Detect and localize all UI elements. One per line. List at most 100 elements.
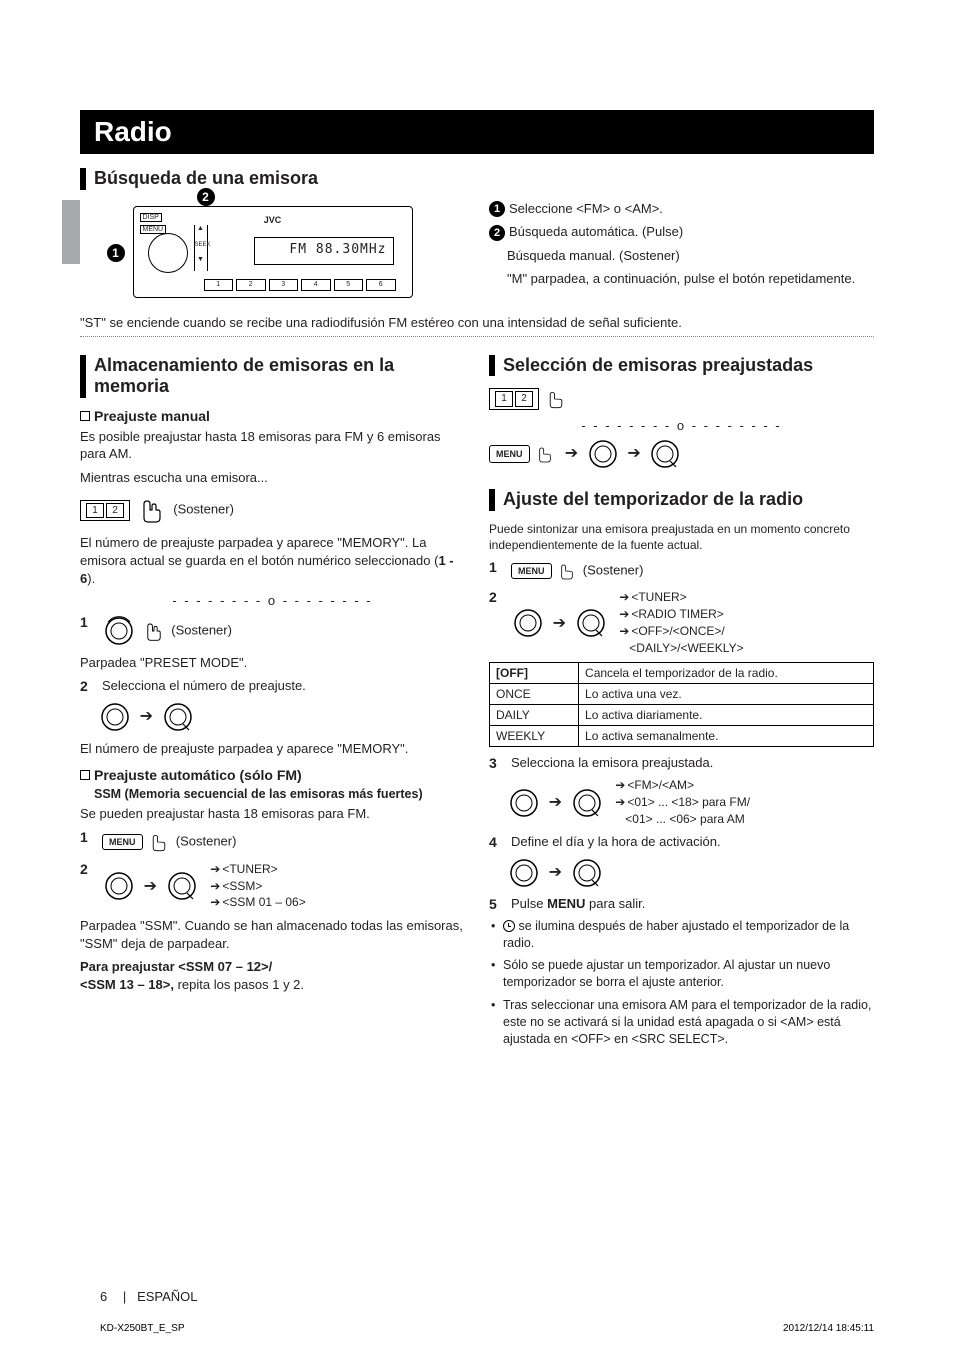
- step5-text: Pulse MENU para salir.: [511, 896, 874, 911]
- hand-icon: [543, 386, 569, 412]
- step-number: 1: [489, 559, 503, 575]
- step-number: 4: [489, 834, 503, 850]
- memory-text: El número de preajuste parpadea y aparec…: [80, 534, 465, 587]
- arrow-right-icon: ➔: [565, 443, 578, 465]
- knob-press-icon: [161, 700, 195, 734]
- page-footer: 6 | ESPAÑOL: [100, 1289, 198, 1304]
- menu-path: ➔<TUNER> ➔<SSM> ➔<SSM 01 – 06>: [210, 861, 305, 911]
- ssm-para-bold2: <SSM 13 – 18>,: [80, 977, 174, 992]
- preset-btn: 1: [86, 503, 104, 519]
- radio-preset-row: 1 2 3 4 5 6: [204, 279, 396, 291]
- preset-btn: 6: [366, 279, 396, 291]
- menu-path-item: <TUNER>: [222, 862, 277, 876]
- list-item: Tras seleccionar una emisora AM para el …: [489, 997, 874, 1048]
- table-row: DAILYLo activa diariamente.: [490, 705, 874, 726]
- doc-footer: KD-X250BT_E_SP 2012/12/14 18:45:11: [100, 1323, 874, 1334]
- knob-press-icon: [165, 869, 199, 903]
- knob-turn-icon: [102, 869, 136, 903]
- page-title: Radio: [80, 110, 874, 154]
- list-item: se ilumina después de haber ajustado el …: [489, 918, 874, 952]
- ssm-para-bold1: Para preajustar <SSM 07 – 12>/: [80, 959, 272, 974]
- ssm-para-rest: repita los pasos 1 y 2.: [174, 977, 304, 992]
- doc-date: 2012/12/14 18:45:11: [783, 1323, 874, 1334]
- step5-part: para salir.: [585, 896, 645, 911]
- ssm-desc: Se pueden preajustar hasta 18 emisoras p…: [80, 805, 465, 823]
- menu-path-item: <FM>/<AM>: [627, 778, 694, 792]
- memory-text2: El número de preajuste parpadea y aparec…: [80, 740, 465, 758]
- preset-select-row: 12: [489, 386, 874, 412]
- radio-knob: [148, 233, 188, 273]
- doc-id: KD-X250BT_E_SP: [100, 1323, 185, 1334]
- menu-button-icon: MENU: [511, 563, 552, 579]
- arrow-right-icon: ➔: [627, 443, 640, 465]
- ssm-result: Parpadea "SSM". Cuando se han almacenado…: [80, 917, 465, 952]
- step-line: 1Seleccione <FM> o <AM>.: [489, 200, 874, 218]
- step-content: MENU (Sostener): [102, 829, 465, 855]
- section-heading-busqueda: Búsqueda de una emisora: [80, 168, 874, 190]
- sostener-label: (Sostener): [173, 502, 234, 517]
- preset-btn: 1: [495, 391, 513, 407]
- step-number: 2: [80, 861, 94, 877]
- side-tab: [62, 200, 80, 264]
- preset-btn: 2: [236, 279, 266, 291]
- preset-12-btns: 12: [80, 500, 130, 522]
- list-item: Sólo se puede ajustar un temporizador. A…: [489, 957, 874, 991]
- clock-icon: [503, 920, 515, 932]
- knob-turn-icon: [507, 786, 541, 820]
- mientras-text: Mientras escucha una emisora...: [80, 469, 465, 487]
- sostener-label: (Sostener): [176, 833, 237, 848]
- ssm-subtitle: SSM (Memoria secuencial de las emisoras …: [94, 787, 465, 801]
- menu-button-icon: MENU: [489, 445, 530, 463]
- notes-list: se ilumina después de haber ajustado el …: [489, 918, 874, 1048]
- ajuste-desc: Puede sintonizar una emisora preajustada…: [489, 521, 874, 553]
- or-divider: - - - - - - - - o - - - - - - - -: [489, 418, 874, 433]
- radio-display: FM 88.30MHz: [254, 237, 394, 265]
- knob-press-icon: [574, 606, 608, 640]
- preset-btn: 3: [269, 279, 299, 291]
- knob-seq-step3: ➔ ➔<FM>/<AM> ➔<01> ... <18> para FM/ <01…: [507, 777, 874, 827]
- table-cell: WEEKLY: [490, 726, 579, 747]
- table-cell: Lo activa una vez.: [579, 684, 874, 705]
- preajuste-manual-desc: Es posible preajustar hasta 18 emisoras …: [80, 428, 465, 463]
- radio-diagram: 2 1 DISP MENU JVC FM 88.30MHz 1 2 3 4: [80, 206, 465, 303]
- step-content: ➔ ➔<TUNER> ➔<RADIO TIMER> ➔<OFF>/<ONCE>/…: [511, 589, 874, 656]
- step-number: 1: [80, 829, 94, 845]
- callout-1-inline: 1: [489, 201, 505, 217]
- or-divider: - - - - - - - - o - - - - - - - -: [80, 593, 465, 608]
- section-heading-almacenamiento: Almacenamiento de emisoras en la memoria: [80, 355, 465, 398]
- knob-turn-icon: [511, 606, 545, 640]
- ssm-para: Para preajustar <SSM 07 – 12>/ <SSM 13 –…: [80, 958, 465, 993]
- preset-btn: 2: [106, 503, 124, 519]
- arrow-right-icon: ➔: [144, 876, 157, 896]
- menu-path: ➔<TUNER> ➔<RADIO TIMER> ➔<OFF>/<ONCE>/ <…: [619, 589, 743, 656]
- preset-btn: 1: [204, 279, 234, 291]
- preset-btn: 5: [334, 279, 364, 291]
- menu-path-item: <01> ... <18> para FM/: [627, 795, 750, 809]
- knob-turn-icon: [102, 614, 136, 648]
- knob-seq-step4: ➔: [507, 856, 874, 890]
- menu-path-item: <RADIO TIMER>: [631, 607, 723, 621]
- knob-turn-icon: [98, 700, 132, 734]
- hand-icon: [146, 829, 172, 855]
- menu-knob-sequence: MENU ➔ ➔: [489, 437, 874, 471]
- step-number: 1: [80, 614, 94, 630]
- sostener-label: (Sostener): [583, 563, 644, 578]
- step-number: 5: [489, 896, 503, 912]
- knob-press-icon: [570, 856, 604, 890]
- step-number: 2: [80, 678, 94, 694]
- timer-table: [OFF]Cancela el temporizador de la radio…: [489, 662, 874, 747]
- divider: [80, 336, 874, 337]
- seek-bar: ▲ SEEK ▼: [194, 225, 208, 271]
- table-row: ONCELo activa una vez.: [490, 684, 874, 705]
- sostener-label: (Sostener): [171, 623, 232, 638]
- parpadea-preset: Parpadea "PRESET MODE".: [80, 654, 465, 672]
- step2a-text: Búsqueda automática. (Pulse): [509, 224, 683, 239]
- menu-path-item: <SSM 01 – 06>: [222, 895, 305, 909]
- step-number: 2: [489, 589, 503, 605]
- menu-path-item: <SSM>: [222, 879, 262, 893]
- section-heading-ajuste: Ajuste del temporizador de la radio: [489, 489, 874, 511]
- bullet-text: se ilumina después de haber ajustado el …: [503, 919, 849, 950]
- sub-heading-preajuste-manual: Preajuste manual: [80, 408, 465, 424]
- step2-select: Selecciona el número de preajuste.: [102, 678, 465, 693]
- radio-brand: JVC: [264, 215, 282, 225]
